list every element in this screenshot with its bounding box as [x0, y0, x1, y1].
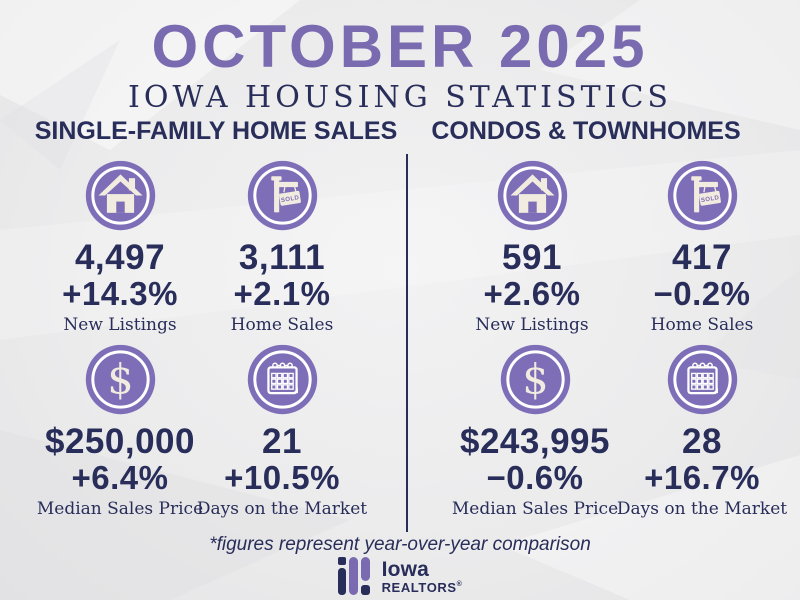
house-icon [83, 158, 158, 233]
logo-name: Iowa [381, 557, 430, 581]
stat-card-sf-days-on-market: 21 +10.5% Days on the Market [194, 342, 370, 518]
stat-value: 28 [682, 422, 722, 461]
stat-label: Median Sales Price [36, 499, 204, 519]
stat-card-ct-days-on-market: 28 +16.7% Days on the Market [614, 342, 790, 518]
dollar-icon [83, 342, 158, 417]
stat-card-sf-median-sales-price: $250,000 +6.4% Median Sales Price [35, 342, 205, 518]
stat-change: +2.1% [233, 275, 331, 312]
dollar-icon [498, 342, 573, 417]
stat-change: −0.6% [486, 459, 584, 496]
stat-label: New Listings [63, 315, 177, 335]
page-subtitle: IOWA HOUSING STATISTICS [128, 80, 672, 115]
sold-sign-icon [665, 158, 740, 233]
stat-card-sf-home-sales: 3,111 +2.1% Home Sales [194, 158, 370, 334]
stat-label: Home Sales [650, 315, 754, 335]
stat-change: +10.5% [224, 459, 340, 496]
stat-value: 21 [262, 422, 302, 461]
stat-value: $243,995 [460, 422, 610, 461]
column-header-condos-townhomes: CONDOS & TOWNHOMES [431, 117, 741, 145]
stat-value: 591 [502, 238, 562, 277]
stat-label: Median Sales Price [451, 499, 619, 519]
stat-change: +14.3% [62, 275, 178, 312]
stat-card-ct-new-listings: 591 +2.6% New Listings [447, 158, 617, 334]
stat-value: 4,497 [74, 238, 166, 277]
stat-change: +16.7% [644, 459, 760, 496]
stat-value: 417 [672, 238, 732, 277]
calendar-icon [245, 342, 320, 417]
footnote: *figures represent year-over-year compar… [209, 534, 591, 555]
stat-change: −0.2% [653, 275, 751, 312]
logo-text: Iowa REALTORS® [382, 559, 463, 594]
house-icon [495, 158, 570, 233]
stat-card-ct-home-sales: 417 −0.2% Home Sales [614, 158, 790, 334]
sold-sign-icon [245, 158, 320, 233]
stat-label: Days on the Market [616, 499, 788, 519]
stat-value: $250,000 [45, 422, 195, 461]
stat-value: 3,111 [238, 238, 326, 277]
stat-card-ct-median-sales-price: $243,995 −0.6% Median Sales Price [447, 342, 623, 518]
logo-suffix: REALTORS® [381, 579, 463, 595]
calendar-icon [665, 342, 740, 417]
stat-change: +2.6% [483, 275, 581, 312]
iowa-realtors-logo: Iowa REALTORS® [0, 557, 800, 595]
iowa-realtors-logo-icon [338, 557, 373, 595]
column-divider [406, 154, 408, 532]
column-header-single-family: SINGLE-FAMILY HOME SALES [34, 117, 398, 145]
stat-card-sf-new-listings: 4,497 +14.3% New Listings [35, 158, 205, 334]
page-title: OCTOBER 2025 [151, 13, 649, 80]
stat-label: New Listings [475, 315, 589, 335]
stat-label: Home Sales [230, 315, 334, 335]
trademark-symbol: ® [456, 580, 463, 588]
stat-change: +6.4% [71, 459, 169, 496]
stat-label: Days on the Market [196, 499, 368, 519]
